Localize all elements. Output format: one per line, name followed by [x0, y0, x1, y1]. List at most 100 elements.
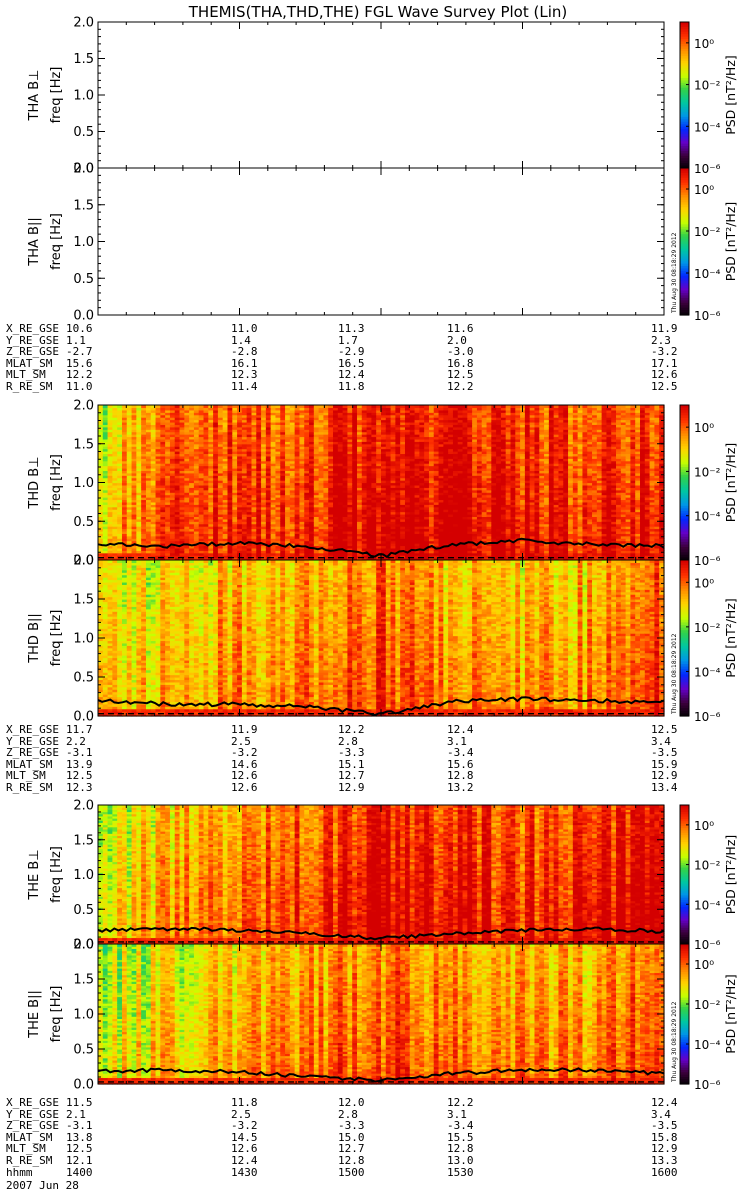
heatmap-cell — [265, 540, 272, 544]
heatmap-cell — [280, 492, 286, 496]
heatmap-cell — [141, 448, 147, 452]
heatmap-cell — [165, 552, 171, 556]
heatmap-cell — [107, 451, 113, 455]
heatmap-cell — [112, 509, 118, 513]
colorbar-segment — [680, 41, 689, 45]
heatmap-cell — [117, 455, 123, 459]
heatmap-cell — [179, 530, 185, 534]
heatmap-cell — [189, 480, 195, 484]
heatmap-cell — [184, 533, 190, 537]
heatmap-cell — [126, 521, 133, 525]
heatmap-cell — [265, 516, 272, 520]
heatmap-cell — [275, 487, 281, 491]
heatmap-cell — [198, 443, 205, 447]
heatmap-cell — [256, 516, 262, 520]
heatmap-cell — [203, 407, 209, 411]
heatmap-cell — [208, 550, 214, 554]
colorbar-segment — [680, 124, 689, 128]
heatmap-cell — [131, 429, 137, 433]
heatmap-cell — [184, 448, 190, 452]
heatmap-cell — [275, 446, 281, 450]
heatmap-cell — [131, 467, 137, 471]
heatmap-cell — [169, 443, 176, 447]
heatmap-cell — [141, 434, 147, 438]
heatmap-cell — [141, 477, 147, 481]
heatmap-cell — [150, 482, 157, 486]
heatmap-cell — [280, 528, 286, 532]
heatmap-cell — [241, 509, 248, 513]
heatmap-cell — [184, 526, 190, 530]
heatmap-cell — [112, 533, 118, 537]
heatmap-cell — [150, 504, 157, 508]
heatmap-cell — [241, 501, 248, 505]
heatmap-cell — [232, 443, 238, 447]
heatmap-cell — [150, 429, 157, 433]
heatmap-cell — [141, 550, 147, 554]
heatmap-cell — [136, 547, 142, 551]
heatmap-cell — [217, 540, 224, 544]
heatmap-cell — [246, 521, 253, 525]
heatmap-cell — [179, 412, 185, 416]
heatmap-cell — [227, 555, 233, 559]
heatmap-cell — [198, 436, 205, 440]
heatmap-cell — [155, 446, 161, 450]
heatmap-cell — [136, 482, 142, 486]
heatmap-cell — [256, 557, 262, 561]
heatmap-cell — [275, 530, 281, 534]
heatmap-cell — [270, 513, 277, 517]
heatmap-cell — [193, 547, 200, 551]
heatmap-cell — [270, 494, 277, 498]
heatmap-cell — [227, 441, 233, 445]
colorbar-segment — [680, 263, 689, 267]
heatmap-cell — [174, 509, 181, 513]
heatmap-cell — [126, 494, 133, 498]
heatmap-cell — [256, 451, 262, 455]
colorbar-segment — [680, 126, 689, 130]
heatmap-cell — [165, 540, 171, 544]
heatmap-cell — [165, 414, 171, 418]
heatmap-cell — [136, 506, 142, 510]
heatmap-cell — [107, 412, 113, 416]
heatmap-cell — [112, 511, 118, 515]
heatmap-cell — [217, 492, 224, 496]
heatmap-cell — [102, 528, 109, 532]
heatmap-cell — [261, 472, 267, 476]
heatmap-cell — [189, 501, 195, 505]
heatmap-cell — [232, 412, 238, 416]
heatmap-cell — [150, 511, 157, 515]
heatmap-cell — [165, 455, 171, 459]
heatmap-cell — [241, 552, 248, 556]
colorbar-segment — [680, 258, 689, 262]
heatmap-cell — [256, 409, 262, 413]
heatmap-cell — [198, 506, 205, 510]
heatmap-cell — [150, 451, 157, 455]
heatmap-cell — [165, 446, 171, 450]
heatmap-cell — [280, 557, 286, 561]
heatmap-cell — [222, 407, 229, 411]
heatmap-cell — [165, 436, 171, 440]
colorbar-label: PSD [nT²/Hz] — [723, 202, 738, 282]
heatmap-cell — [174, 513, 181, 517]
heatmap-cell — [227, 448, 233, 452]
heatmap-cell — [213, 494, 219, 498]
heatmap-cell — [241, 463, 248, 467]
heatmap-cell — [275, 426, 281, 430]
heatmap-cell — [155, 412, 161, 416]
heatmap-cell — [184, 555, 190, 559]
heatmap-cell — [189, 489, 195, 493]
heatmap-cell — [155, 414, 161, 418]
colorbar-segment — [680, 31, 689, 35]
heatmap-cell — [251, 528, 257, 532]
heatmap-cell — [203, 477, 209, 481]
heatmap-cell — [270, 467, 277, 471]
heatmap-cell — [232, 407, 238, 411]
heatmap-cell — [117, 506, 123, 510]
heatmap-cell — [169, 550, 176, 554]
heatmap-cell — [179, 417, 185, 421]
heatmap-cell — [237, 480, 243, 484]
heatmap-cell — [256, 455, 262, 459]
heatmap-cell — [121, 552, 128, 556]
heatmap-cell — [112, 453, 118, 457]
heatmap-cell — [102, 419, 109, 423]
